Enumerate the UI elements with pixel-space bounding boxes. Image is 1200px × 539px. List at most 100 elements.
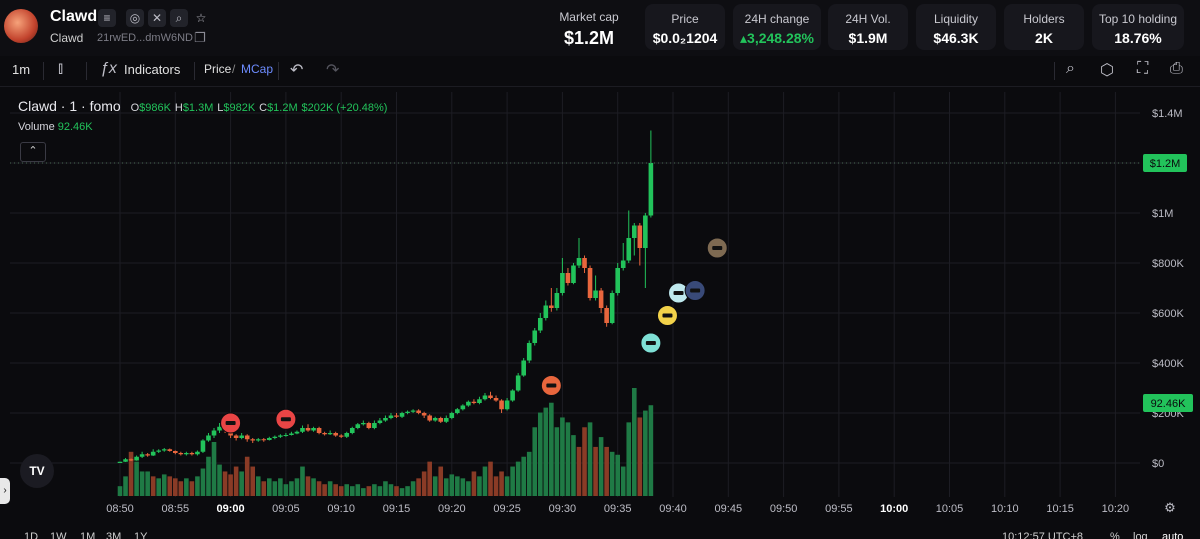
y-tick-label: $400K [1152, 358, 1184, 370]
candle-body [598, 290, 604, 308]
candle-type-icon[interactable]: ⫾ [58, 60, 64, 77]
candle-body [338, 435, 344, 437]
volume-bar [200, 468, 206, 496]
stat-value: ▴3,248.28% [740, 30, 814, 46]
log-toggle[interactable]: log [1133, 531, 1148, 539]
redo-icon[interactable]: ↷ [326, 62, 340, 79]
volume-bar [543, 407, 549, 496]
collapse-legend-button[interactable]: ⌃ [20, 142, 46, 162]
x-social-icon[interactable]: ✕ [148, 9, 166, 27]
volume-bar [416, 478, 421, 496]
y-tick-label: $800K [1152, 258, 1184, 270]
volume-bar [366, 486, 372, 496]
volume-bar [504, 476, 510, 496]
volume-bar [383, 481, 388, 496]
expand-sidebar-handle[interactable]: › [0, 478, 10, 504]
volume-bar [587, 422, 593, 496]
copy-icon[interactable]: ❐ [194, 30, 206, 45]
volume-bar [565, 422, 571, 496]
avatar-face-detail [662, 313, 673, 318]
avatar-face-detail [546, 383, 557, 388]
volume-bar [493, 476, 499, 496]
range-3m[interactable]: 3M [106, 531, 122, 539]
volume-bar [150, 476, 156, 496]
volume-bar [405, 486, 410, 496]
candle-body [399, 413, 405, 417]
undo-icon[interactable]: ↶ [290, 62, 304, 79]
candle-body [333, 433, 338, 436]
x-tick-label: 10:10 [991, 503, 1019, 515]
candle-body [488, 395, 493, 398]
fullscreen-icon[interactable]: ⛶ [1137, 60, 1149, 77]
candle-body [344, 433, 350, 437]
candle-body [543, 305, 549, 318]
candle-body [532, 330, 538, 343]
range-1w[interactable]: 1W [50, 531, 67, 539]
settings-icon[interactable]: ⬡ [1100, 62, 1114, 79]
candle-body [482, 395, 488, 400]
candle-body [493, 398, 499, 401]
legend-high-value: $1.3M [182, 102, 214, 114]
legend-low-value: $982K [223, 102, 256, 114]
volume-bar [560, 417, 565, 496]
legend-close-key: C [259, 102, 268, 114]
volume-bar [300, 466, 305, 496]
stat-holders: Holders 2K [1004, 4, 1084, 50]
volume-bar [482, 466, 488, 496]
stat-label: Price [671, 12, 699, 26]
clock: 10:12:57 UTC+8 [1002, 531, 1084, 539]
volume-bar [455, 476, 460, 496]
globe-icon[interactable]: ◎ [126, 9, 144, 27]
candle-body [626, 238, 632, 261]
percent-toggle[interactable]: % [1110, 531, 1120, 539]
price-toggle[interactable]: Price [204, 62, 232, 76]
mcap-toggle[interactable]: MCap [241, 62, 274, 76]
candle-body [477, 399, 482, 403]
volume-bar [272, 481, 278, 496]
volume-bar [338, 486, 344, 496]
stat-price: Price $0.0₂1204 [645, 4, 725, 50]
candle-body [582, 258, 587, 268]
candle-body [637, 225, 643, 248]
price-marker-tag [1143, 154, 1187, 172]
volume-bar [333, 484, 338, 496]
candle-body [366, 423, 372, 428]
candle-body [316, 428, 322, 433]
token-header: Clawd ≡ ◎ ✕ ⌕ ☆ Clawd 21rwED...dmW6ND ❐ … [0, 0, 1200, 56]
candle-body [571, 265, 576, 283]
candle-body [643, 215, 648, 248]
range-1m[interactable]: 1M [80, 531, 96, 539]
stat-value: $1.9M [848, 30, 888, 46]
auto-toggle[interactable]: auto [1162, 531, 1184, 539]
magnifier-icon[interactable]: ⌕ [1066, 60, 1075, 77]
range-1y[interactable]: 1Y [134, 531, 148, 539]
volume-bar [466, 481, 471, 496]
volume-bar [123, 476, 128, 496]
candle-body [372, 423, 377, 428]
camera-icon[interactable]: ⎙ [1170, 60, 1183, 77]
token-avatar [4, 9, 38, 43]
menu-icon[interactable]: ≡ [98, 9, 116, 27]
x-tick-label: 09:30 [549, 503, 577, 515]
token-name: Clawd [50, 8, 98, 25]
volume-bar [117, 486, 123, 496]
range-1d[interactable]: 1D [24, 531, 39, 539]
stat-label: 24H change [744, 12, 810, 26]
stat-liquidity: Liquidity $46.3K [916, 4, 996, 50]
stat-label: Market cap [559, 10, 619, 24]
volume-bar [206, 456, 211, 496]
tradingview-logo[interactable]: TV [20, 454, 54, 488]
avatar-face-detail [645, 341, 656, 345]
volume-bar [283, 484, 289, 496]
token-address[interactable]: 21rwED...dmW6ND [97, 32, 193, 44]
x-tick-label: 08:55 [162, 503, 190, 515]
star-icon[interactable]: ☆ [195, 11, 207, 25]
candle-body [189, 453, 195, 455]
indicators-button[interactable]: Indicators [124, 62, 181, 77]
stat-value: 2K [1035, 30, 1053, 46]
chart-legend: Clawd · 1 · fomo O$986K H$1.3M L$982K C$… [18, 98, 387, 114]
search-icon[interactable]: ⌕ [170, 9, 188, 27]
interval-button[interactable]: 1m [12, 62, 31, 77]
candle-body [239, 435, 244, 438]
